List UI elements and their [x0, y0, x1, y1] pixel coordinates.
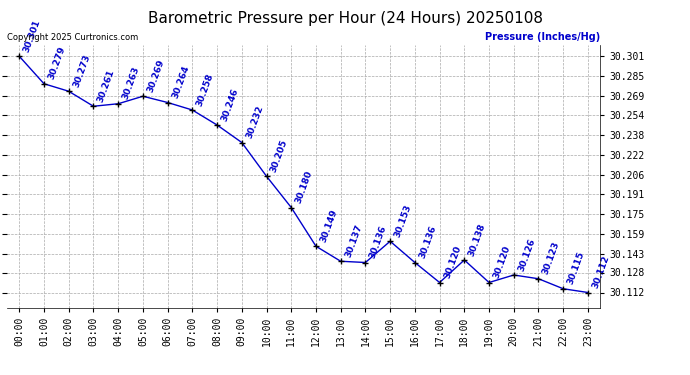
Text: 30.149: 30.149 [319, 208, 339, 243]
Text: 30.301: 30.301 [22, 18, 42, 54]
Text: 30.261: 30.261 [96, 68, 117, 104]
Text: 30.269: 30.269 [146, 58, 166, 93]
Text: Barometric Pressure per Hour (24 Hours) 20250108: Barometric Pressure per Hour (24 Hours) … [148, 11, 542, 26]
Text: 30.279: 30.279 [47, 45, 67, 81]
Text: 30.180: 30.180 [294, 170, 314, 205]
Text: 30.136: 30.136 [368, 224, 388, 260]
Text: 30.137: 30.137 [344, 223, 364, 258]
Text: 30.205: 30.205 [269, 138, 290, 174]
Text: 30.120: 30.120 [492, 244, 512, 280]
Text: 30.120: 30.120 [442, 244, 462, 280]
Text: 30.273: 30.273 [72, 53, 92, 88]
Text: 30.153: 30.153 [393, 203, 413, 238]
Text: 30.112: 30.112 [591, 254, 611, 290]
Text: Pressure (Inches/Hg): Pressure (Inches/Hg) [485, 32, 600, 42]
Text: 30.123: 30.123 [541, 240, 562, 276]
Text: Copyright 2025 Curtronics.com: Copyright 2025 Curtronics.com [7, 33, 138, 42]
Text: 30.126: 30.126 [517, 237, 537, 272]
Text: 30.264: 30.264 [170, 64, 190, 100]
Text: 30.263: 30.263 [121, 66, 141, 101]
Text: 30.246: 30.246 [220, 87, 240, 122]
Text: 30.258: 30.258 [195, 72, 215, 107]
Text: 30.138: 30.138 [467, 222, 487, 257]
Text: 30.232: 30.232 [244, 104, 265, 140]
Text: 30.136: 30.136 [417, 224, 438, 260]
Text: 30.115: 30.115 [566, 251, 586, 286]
